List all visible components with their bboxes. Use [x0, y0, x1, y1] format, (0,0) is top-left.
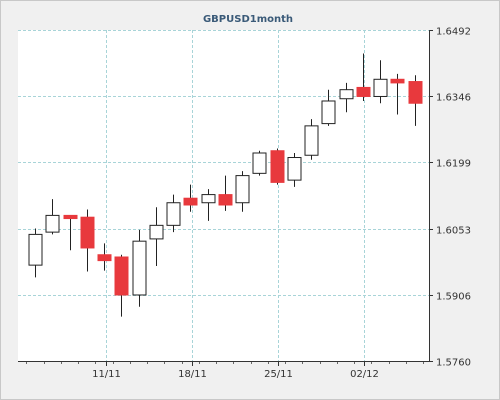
y-tick-label: 1.5760	[436, 358, 471, 369]
y-tick-label: 1.6346	[436, 93, 471, 104]
candle-body-down	[80, 216, 95, 249]
candle-body-up	[339, 89, 354, 100]
candle-body-up	[373, 78, 388, 97]
y-tick-label: 1.6199	[436, 159, 471, 170]
candle	[390, 73, 405, 115]
candle-body-down	[114, 256, 129, 296]
candle	[218, 175, 233, 211]
y-tick-label: 1.6053	[436, 226, 471, 237]
candle-body-up	[201, 194, 216, 204]
candle	[408, 75, 423, 126]
candle	[356, 53, 371, 101]
candle	[304, 119, 319, 160]
candle-body-up	[235, 175, 250, 204]
chart-title: GBPUSD1month	[203, 14, 293, 25]
x-tick-label: 25/11	[264, 369, 293, 380]
candle	[373, 60, 388, 104]
candle-body-down	[390, 78, 405, 84]
candle	[201, 189, 216, 221]
candle-body-down	[97, 254, 112, 262]
candle-body-down	[63, 214, 78, 220]
y-tick-label: 1.6492	[436, 27, 471, 38]
candle	[45, 199, 60, 235]
candle	[80, 209, 95, 272]
candle-body-up	[252, 152, 267, 174]
candle-body-up	[45, 214, 60, 233]
x-tick-label: 18/11	[178, 369, 207, 380]
x-tick-label: 02/12	[350, 369, 379, 380]
y-tick-labels: 1.6492 1.6346 1.6199 1.6053 1.5906 1.5760	[436, 27, 471, 369]
candle-body-up	[166, 202, 181, 226]
candle-body-down	[408, 81, 423, 104]
candle-body-down	[356, 86, 371, 97]
candle-body-up	[287, 157, 302, 181]
candle-body-up	[321, 100, 336, 125]
candle	[321, 89, 336, 126]
y-tick-label: 1.5906	[436, 292, 471, 303]
candle-body-up	[132, 240, 147, 296]
candle	[114, 254, 129, 317]
candle	[287, 152, 302, 187]
candle	[339, 82, 354, 113]
candle	[28, 228, 43, 278]
axes-layer	[18, 30, 433, 366]
candle-body-up	[149, 224, 164, 240]
candle	[166, 194, 181, 233]
candle-body-down	[270, 150, 285, 183]
candle	[183, 184, 198, 212]
candle	[270, 148, 285, 185]
candles-layer	[28, 53, 423, 317]
candle	[252, 150, 267, 176]
candle-body-down	[183, 197, 198, 206]
candle	[149, 207, 164, 267]
candle	[235, 171, 250, 212]
candle-body-down	[218, 194, 233, 206]
x-tick-label: 11/11	[92, 369, 121, 380]
x-tick-labels: 11/11 18/11 25/11 02/12	[92, 369, 379, 380]
candle-body-up	[28, 233, 43, 266]
candle	[63, 214, 78, 251]
candle	[97, 243, 112, 271]
candle	[132, 229, 147, 307]
candle-body-up	[304, 125, 319, 156]
